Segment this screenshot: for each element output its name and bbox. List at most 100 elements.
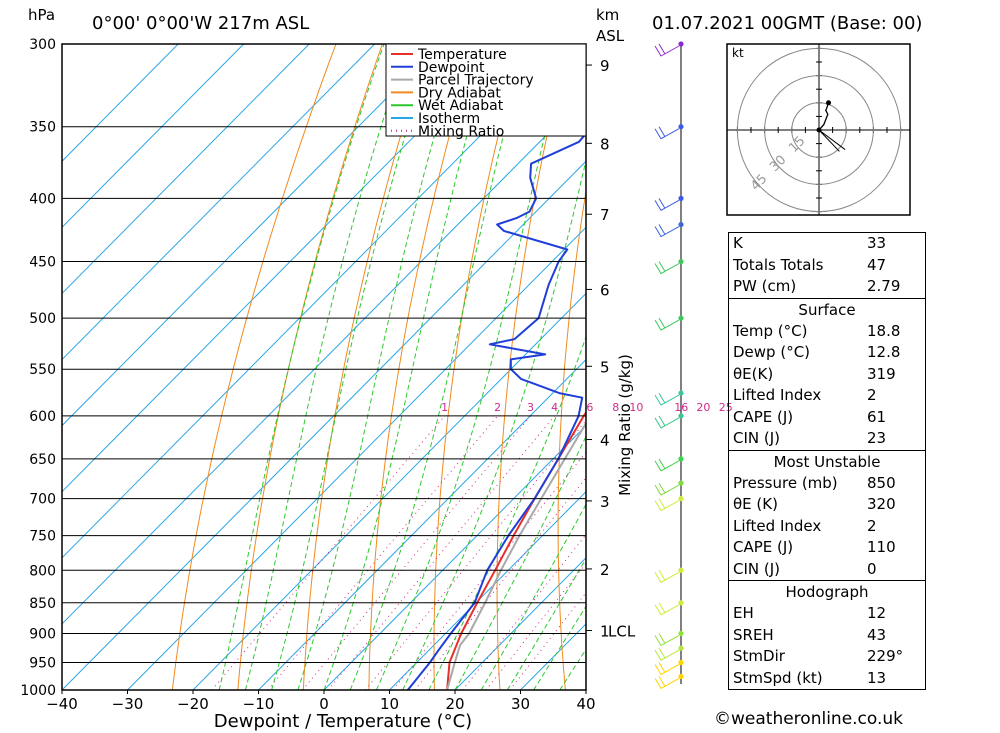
x-tick-label: 0 (319, 695, 329, 713)
height-unit-asl: ASL (596, 27, 625, 45)
stat-row: CAPE (J) 61 (729, 407, 925, 429)
mixing-ratio-label: 8 (612, 401, 619, 414)
wet-adiabat-line (480, 503, 586, 690)
wind-barb (654, 315, 684, 331)
wind-barb (654, 630, 684, 647)
isotherm-line (62, 43, 507, 493)
dry-adiabat-line (937, 44, 1000, 690)
isotherm-line (62, 43, 179, 162)
stat-label: SREH (733, 625, 774, 644)
wind-barb (654, 496, 684, 512)
stat-row: Dewp (°C) 12.8 (729, 342, 925, 364)
stat-label: CAPE (J) (733, 538, 794, 556)
wind-barb (654, 390, 684, 406)
dry-adiabat-line (675, 44, 708, 690)
stat-label: EH (733, 604, 754, 622)
mixing-ratio-label: 1 (441, 401, 448, 414)
wind-barb (654, 567, 684, 583)
wind-barb (654, 600, 684, 616)
stat-row: Lifted Index 2 (729, 385, 925, 407)
axes: 3003504004505005506006507007508008509009… (20, 37, 635, 713)
pressure-tick-label: 750 (29, 529, 56, 545)
stat-value: 0 (867, 559, 877, 578)
mixing-ratio-label: 4 (551, 401, 558, 414)
mixing-ratio-label: 20 (696, 401, 710, 414)
hodograph-ring (791, 102, 847, 158)
x-tick-label: −10 (243, 695, 275, 713)
legend-entry: Wet Adiabat (418, 98, 504, 114)
x-tick-label: −40 (46, 695, 78, 713)
wet-adiabat-line (428, 335, 586, 690)
surface-title: Surface (798, 300, 856, 319)
mixing-ratio-label: 6 (586, 401, 593, 414)
wind-barb (654, 41, 684, 57)
stat-label: PW (cm) (733, 277, 797, 295)
pressure-tick-label: 800 (29, 563, 56, 579)
stat-value: 23 (867, 429, 887, 447)
pressure-tick-label: 550 (29, 362, 56, 378)
dry-adiabat-line (368, 43, 476, 690)
mixing-ratio-line (392, 451, 586, 690)
stat-label: θE(K) (733, 364, 774, 383)
pressure-tick-label: 450 (29, 255, 56, 271)
surface-block: Surface Temp (°C) 18.8 Dewp (°C) 12.8 θE(K) 3… (728, 297, 926, 451)
mixing-ratio-line (485, 562, 586, 690)
mixing-ratio-line (327, 415, 555, 690)
height-tick-label: 2 (600, 561, 610, 579)
credit-link[interactable]: ©weatheronline.co.uk (714, 709, 904, 729)
wind-barb (654, 673, 684, 690)
wind-barb (654, 413, 684, 429)
stat-row: Pressure (mb) 850 (729, 473, 925, 495)
isotherm-line (258, 358, 586, 690)
stat-row: Temp (°C) 18.8 (729, 321, 925, 343)
stat-label: CIN (J) (733, 429, 781, 447)
stat-value: 61 (867, 407, 887, 426)
hodograph-ring (764, 75, 874, 185)
isotherm-line (62, 160, 586, 690)
wind-barb (654, 659, 684, 676)
temperature-line (446, 410, 586, 690)
hodograph-unit: kt (732, 46, 744, 60)
stat-row: θE (K) 320 (729, 494, 925, 516)
indices-block: K 33 Totals Totals 47 PW (cm) 2.79 (728, 232, 926, 299)
stat-label: Lifted Index (733, 516, 822, 535)
height-tick-label: 5 (600, 358, 610, 376)
wet-adiabat-line (375, 43, 568, 690)
storm-motion-vector (818, 129, 846, 152)
stat-row: θE(K) 319 (729, 364, 925, 386)
stat-row: StmDir 229° (729, 646, 925, 668)
hodograph-stats-block: Hodograph EH 12 SREH 43 StmDir 229° StmSpd (kt… (728, 580, 926, 690)
pressure-tick-label: 700 (29, 492, 56, 508)
x-tick-label: 20 (445, 695, 464, 713)
x-tick-label: 10 (380, 695, 399, 713)
stat-label: Totals Totals (733, 255, 824, 274)
wet-adiabat-line (402, 158, 586, 690)
wind-barbs (654, 41, 684, 690)
stat-value: 2 (867, 516, 877, 535)
isotherm-line (454, 557, 586, 690)
legend-entry: Isotherm (418, 111, 480, 127)
x-axis-label: Dewpoint / Temperature (°C) (214, 711, 472, 732)
hodograph-title: Hodograph (785, 583, 869, 601)
wind-barb (654, 456, 684, 472)
isotherm-line (389, 491, 586, 690)
x-tick-label: 40 (576, 695, 595, 713)
stat-label: StmDir (733, 647, 785, 665)
stat-label: θE (K) (733, 495, 778, 513)
dewpoint-line (407, 77, 586, 690)
height-tick-label: 6 (600, 281, 610, 299)
isotherm-line (127, 226, 586, 690)
datetime-label: 01.07.2021 00GMT (Base: 00) (652, 13, 922, 34)
pressure-tick-label: 900 (29, 626, 56, 642)
legend-entry: Parcel Trajectory (418, 73, 534, 89)
legend-entry: Dewpoint (418, 60, 485, 76)
stat-row: Totals Totals 47 (729, 255, 925, 277)
legend-entry: Dry Adiabat (418, 85, 501, 101)
legend-entry: Mixing Ratio (418, 124, 504, 140)
stat-value: 2 (867, 386, 877, 404)
wind-barb (654, 480, 684, 496)
stat-label: StmSpd (kt) (733, 668, 823, 687)
pressure-tick-label: 650 (29, 452, 56, 468)
wet-adiabat-line (244, 43, 409, 690)
